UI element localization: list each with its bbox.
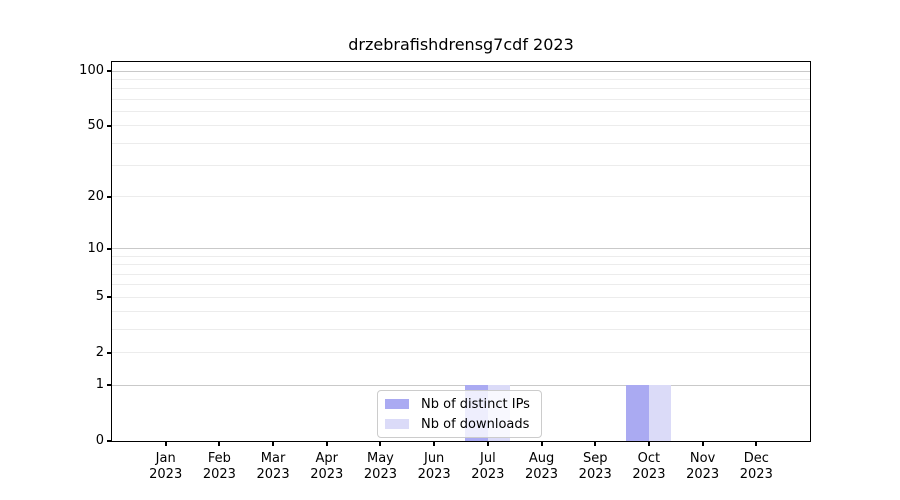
x-tick-label: Jan 2023 <box>134 451 198 482</box>
x-tick-mark <box>701 441 704 446</box>
x-tick-month: Aug <box>528 451 555 466</box>
y-tick-mark <box>107 440 112 442</box>
legend-label-distinct-ips: Nb of distinct IPs <box>421 396 530 412</box>
minor-gridline <box>112 273 810 275</box>
y-tick-mark <box>107 70 112 72</box>
x-tick-label: Apr 2023 <box>295 451 359 482</box>
x-tick-label: Aug 2023 <box>510 451 574 482</box>
x-tick-year: 2023 <box>417 466 451 482</box>
chart-title: drzebrafishdrensg7cdf 2023 <box>348 35 574 54</box>
plot-area <box>112 62 810 441</box>
major-gridline <box>112 70 810 72</box>
x-tick-mark <box>755 441 758 446</box>
x-tick-year: 2023 <box>739 466 773 482</box>
x-tick-label: May 2023 <box>348 451 412 482</box>
minor-gridline <box>112 110 810 112</box>
x-tick-month: Oct <box>637 451 661 466</box>
x-tick-month: Jan <box>155 451 176 466</box>
x-tick-label: Dec 2023 <box>724 451 788 482</box>
x-tick-month: Mar <box>260 451 286 466</box>
x-tick-mark <box>379 441 382 446</box>
x-tick-year: 2023 <box>202 466 236 482</box>
y-tick-mark <box>107 351 112 354</box>
x-tick-label: Jun 2023 <box>402 451 466 482</box>
x-tick-year: 2023 <box>632 466 666 482</box>
x-tick-mark <box>433 441 436 446</box>
y-tick-label: 100 <box>79 63 104 78</box>
legend-item-downloads: Nb of downloads <box>385 416 534 433</box>
minor-gridline <box>112 142 810 144</box>
x-tick-mark <box>218 441 221 446</box>
bar-downloads-oct <box>648 385 672 441</box>
x-tick-mark <box>647 441 650 446</box>
legend-label-downloads: Nb of downloads <box>421 416 530 432</box>
y-tick-mark <box>107 195 112 198</box>
minor-gridline <box>112 329 810 331</box>
x-tick-year: 2023 <box>363 466 397 482</box>
minor-gridline <box>112 284 810 286</box>
x-tick-label: Jul 2023 <box>456 451 520 482</box>
y-tick-mark <box>107 124 112 127</box>
legend-swatch-downloads <box>385 419 409 429</box>
x-tick-month: Jul <box>480 451 496 466</box>
x-tick-mark <box>486 441 489 446</box>
x-tick-month: Dec <box>743 451 769 466</box>
x-tick-month: Apr <box>315 451 339 466</box>
x-tick-mark <box>325 441 328 446</box>
x-tick-label: Mar 2023 <box>241 451 305 482</box>
y-tick-label: 5 <box>95 289 104 305</box>
y-tick-label: 50 <box>87 117 104 133</box>
major-gridline <box>112 384 810 386</box>
minor-gridline <box>112 78 810 80</box>
x-tick-year: 2023 <box>149 466 183 482</box>
x-tick-label: Nov 2023 <box>671 451 735 482</box>
x-tick-mark <box>594 441 597 446</box>
y-tick-label: 20 <box>87 188 104 204</box>
minor-gridline <box>112 165 810 167</box>
x-tick-year: 2023 <box>524 466 559 482</box>
legend: Nb of distinct IPs Nb of downloads <box>377 390 542 438</box>
bar-distinct-ips-oct <box>626 385 649 441</box>
y-tick-label: 1 <box>95 377 104 393</box>
legend-swatch-distinct-ips <box>385 399 409 409</box>
x-tick-year: 2023 <box>686 466 720 482</box>
x-tick-month: Jun <box>423 451 445 466</box>
x-tick-label: Sep 2023 <box>563 451 627 482</box>
x-tick-month: May <box>367 451 394 466</box>
y-tick-mark <box>107 247 112 250</box>
minor-gridline <box>112 88 810 90</box>
legend-item-distinct-ips: Nb of distinct IPs <box>385 396 534 413</box>
minor-gridline <box>112 264 810 266</box>
x-tick-mark <box>272 441 275 446</box>
minor-gridline <box>112 98 810 100</box>
minor-gridline <box>112 296 810 298</box>
x-tick-month: Nov <box>689 451 716 466</box>
x-tick-mark <box>164 441 167 446</box>
x-tick-label: Oct 2023 <box>617 451 681 482</box>
minor-gridline <box>112 255 810 257</box>
y-tick-mark <box>107 296 112 299</box>
x-tick-year: 2023 <box>471 466 505 482</box>
y-tick-mark <box>107 384 112 387</box>
major-gridline <box>112 248 810 250</box>
x-tick-month: Feb <box>207 451 231 466</box>
y-tick-label: 10 <box>87 240 104 256</box>
x-tick-label: Feb 2023 <box>187 451 251 482</box>
minor-gridline <box>112 311 810 313</box>
x-tick-year: 2023 <box>256 466 290 482</box>
x-tick-year: 2023 <box>310 466 344 482</box>
x-tick-mark <box>540 441 543 446</box>
y-tick-label: 0 <box>95 433 104 448</box>
minor-gridline <box>112 196 810 198</box>
y-tick-label: 2 <box>95 344 104 360</box>
x-tick-year: 2023 <box>578 466 612 482</box>
x-tick-month: Sep <box>582 451 608 466</box>
minor-gridline <box>112 352 810 354</box>
minor-gridline <box>112 125 810 127</box>
